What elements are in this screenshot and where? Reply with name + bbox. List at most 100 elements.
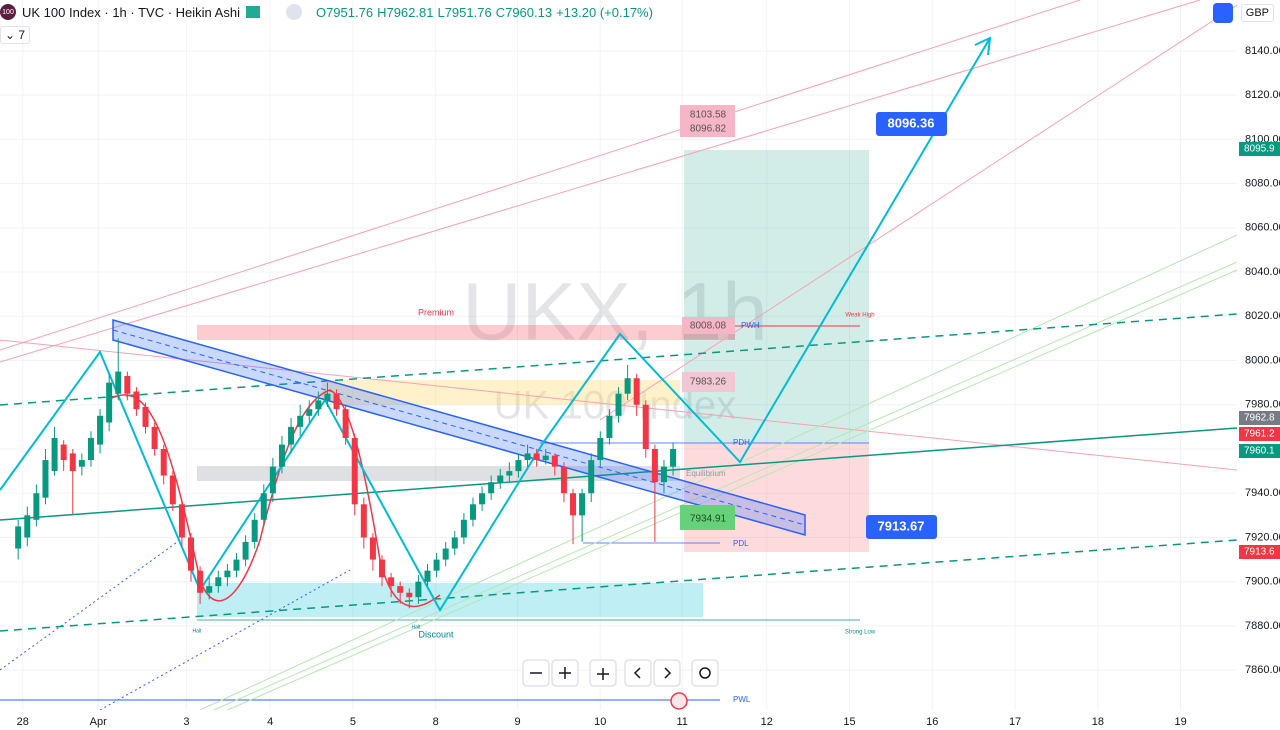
x-tick-label: 15 <box>843 716 855 728</box>
status-flag <box>245 6 260 18</box>
symbol-title[interactable]: UK 100 Index · 1h · TVC · Heikin Ashi <box>22 4 240 20</box>
annotation-labels: 8103.58 8096.82 8008.08 PWH 7983.26 7934… <box>193 110 935 704</box>
label: 7934.91 <box>690 514 727 525</box>
candle-body <box>297 415 304 427</box>
x-tick-label: 17 <box>1009 716 1021 728</box>
y-tick-label: 7980.00 <box>1245 399 1280 411</box>
projection-path <box>0 36 992 612</box>
icon <box>597 668 609 680</box>
label: PWH <box>741 321 760 330</box>
equilibrium-zone <box>197 466 680 481</box>
y-tick-label: 8000.00 <box>1245 354 1280 366</box>
candle-body <box>178 504 185 538</box>
ohlc-high: H7962.81 <box>377 4 434 20</box>
label-box <box>682 372 735 392</box>
candle-body <box>624 378 631 394</box>
price-tag: 7961.2 <box>1244 429 1275 440</box>
currency[interactable]: GBP <box>1240 4 1274 22</box>
panel-button[interactable] <box>1213 3 1233 23</box>
price-tag: 7962.8 <box>1244 413 1275 424</box>
candle-body <box>397 586 404 593</box>
candle-body <box>106 382 113 423</box>
candle-body <box>188 537 195 571</box>
scroll-left-button[interactable] <box>624 659 652 687</box>
candle-body <box>24 515 31 538</box>
x-tick-label: 19 <box>1174 716 1186 728</box>
trend-line <box>599 4 1238 421</box>
label: PDH <box>733 438 750 447</box>
stop-tag: 7913.67 <box>878 518 925 533</box>
candle-body <box>324 393 331 401</box>
candle-body <box>388 577 395 587</box>
target-tag-box <box>876 112 947 136</box>
price-tag-box <box>1239 411 1280 425</box>
candle-body <box>342 409 349 438</box>
price-tag: 7960.1 <box>1244 446 1275 457</box>
candle-body <box>360 504 367 538</box>
candle-body <box>488 482 495 494</box>
symbol-logo: 100 <box>0 4 16 20</box>
label: Equilibrium <box>686 469 726 478</box>
x-tick-label: 4 <box>267 716 273 728</box>
candle-body <box>169 475 176 505</box>
premium-zone <box>197 325 735 340</box>
y-tick-label: 8020.00 <box>1245 310 1280 322</box>
candle-body <box>551 455 558 467</box>
time-axis[interactable] <box>0 710 1237 730</box>
stop-tag-box <box>866 515 937 539</box>
label: 8008.08 <box>690 321 727 332</box>
candle-body <box>60 444 67 461</box>
label: 8103.58 <box>690 110 727 121</box>
price-tags: 8095.9 7962.8 7961.2 7960.1 7913.6 <box>1239 142 1280 559</box>
candle-body <box>124 376 131 394</box>
channel-line <box>0 313 1238 406</box>
candle-body <box>351 437 358 505</box>
trend-line <box>0 0 1081 351</box>
price-axis[interactable] <box>1237 0 1280 730</box>
label: Discount <box>418 629 454 639</box>
candle-body <box>242 541 249 560</box>
y-tick-label: 7900.00 <box>1245 576 1280 588</box>
dotted-line <box>0 539 181 671</box>
candle-body <box>524 453 531 461</box>
x-tick-label: 11 <box>676 716 687 728</box>
candle-body <box>133 391 140 410</box>
candle-body <box>406 592 413 598</box>
candle-body <box>433 559 440 571</box>
alert-button[interactable] <box>670 692 688 710</box>
grid <box>0 0 1237 710</box>
price-tag-box <box>1239 427 1280 441</box>
ohlc-low: L7951.76 <box>437 4 492 20</box>
candle-body <box>306 409 313 416</box>
y-tick-label: 8040.00 <box>1245 266 1280 278</box>
indicator-toggle[interactable]: ⌄ 7 <box>0 26 31 44</box>
candle-body <box>15 526 22 549</box>
label: 8096.82 <box>690 124 727 135</box>
x-tick-label: 12 <box>761 716 773 728</box>
candles <box>15 338 677 609</box>
candle-body <box>151 426 158 450</box>
settings-toggle[interactable] <box>285 4 302 20</box>
candle-body <box>224 570 231 578</box>
candle-body <box>579 493 586 516</box>
y-tick-label: 7860.00 <box>1245 664 1280 676</box>
header: 100 UK 100 Index · 1h · TVC · Heikin Ash… <box>0 0 657 24</box>
candle-body <box>215 577 222 587</box>
y-tick-label: 7940.00 <box>1245 487 1280 499</box>
y-tick-label: 8080.00 <box>1245 177 1280 189</box>
icon <box>664 667 672 679</box>
indicator-count: 7 <box>18 28 26 42</box>
candle-body <box>197 570 204 593</box>
candle-body <box>69 453 76 472</box>
candle-body <box>451 537 458 549</box>
label: Halt <box>193 628 203 634</box>
axes: 7860.00 7880.00 7900.00 7920.00 7940.00 7960.… <box>17 45 1280 728</box>
label: PWL <box>733 695 751 704</box>
label: Premium <box>418 307 454 317</box>
candle-body <box>606 415 613 438</box>
scroll-right-button[interactable] <box>653 659 681 687</box>
candle-body <box>651 449 658 483</box>
refresh-button[interactable] <box>691 659 719 687</box>
trend-line <box>199 261 1238 717</box>
